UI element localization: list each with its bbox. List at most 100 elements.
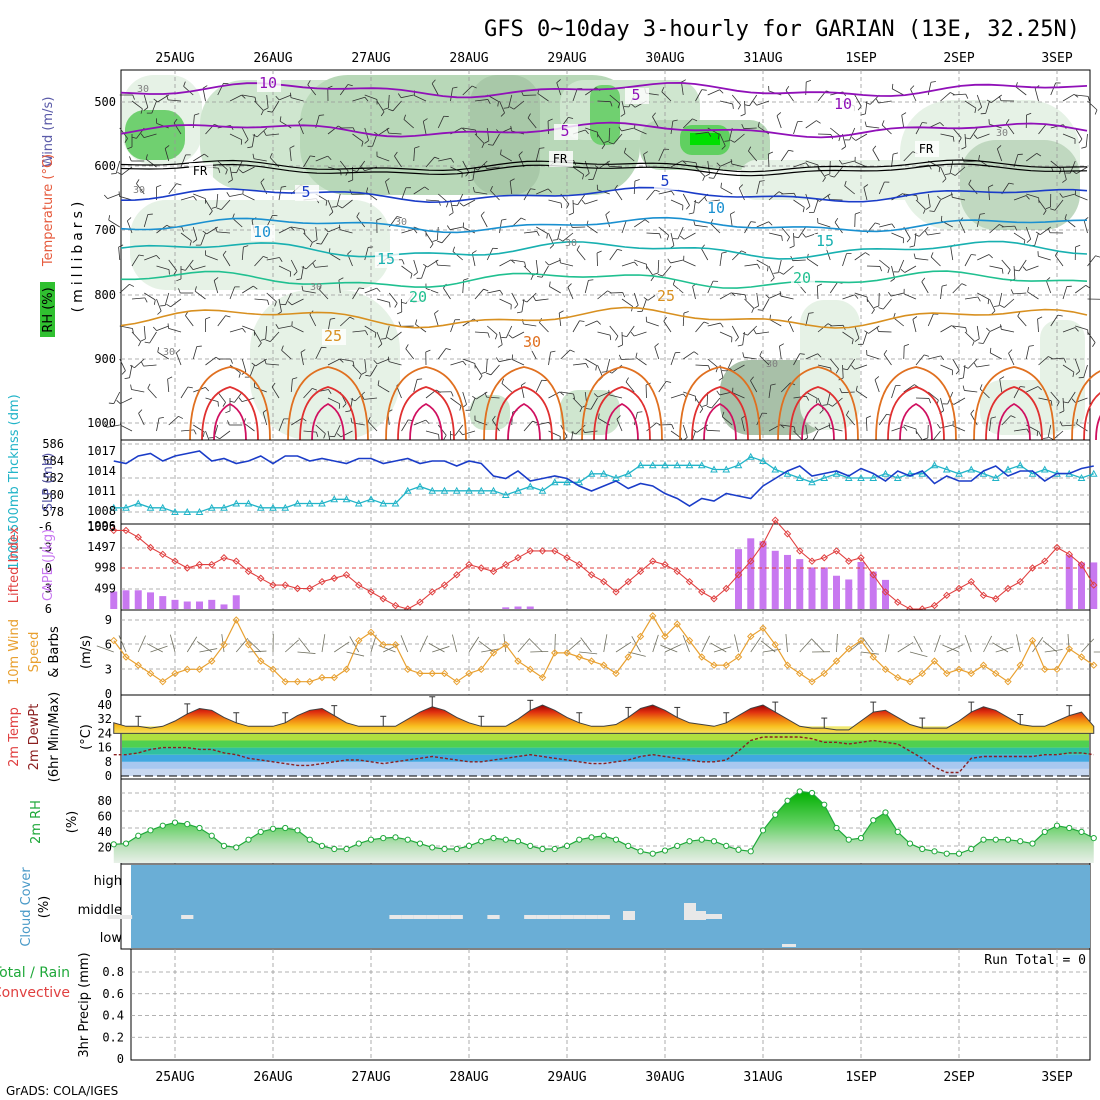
slp-axis-label: SLP (mb) bbox=[41, 453, 56, 512]
wind-barb bbox=[364, 397, 378, 400]
wind-barb-flag bbox=[386, 337, 392, 341]
wind-barb-flag bbox=[124, 138, 128, 143]
lifted-index-markers bbox=[110, 516, 1098, 613]
lifted-index-marker bbox=[208, 560, 216, 569]
wind-barb-flag bbox=[965, 327, 968, 333]
wind-barb-flag bbox=[373, 359, 378, 365]
wind-barb-flag bbox=[438, 434, 440, 440]
wind-barb-flag bbox=[380, 111, 385, 117]
wind-barb bbox=[462, 391, 467, 405]
rh2m-marker bbox=[539, 845, 546, 853]
wind-barb bbox=[193, 153, 205, 162]
wind-barb-flag bbox=[263, 255, 269, 259]
wind-barb-flag bbox=[835, 368, 839, 374]
wind-barb bbox=[229, 166, 233, 180]
wind-barb bbox=[271, 386, 280, 399]
wind-barb-flag bbox=[961, 146, 967, 150]
wind-barb-flag bbox=[923, 208, 926, 214]
wind-barb bbox=[303, 155, 311, 168]
wind-barb-flag bbox=[424, 186, 429, 191]
wind-barb-flag bbox=[971, 254, 977, 256]
wind-barb bbox=[425, 156, 435, 168]
wind-barb-flag bbox=[556, 79, 561, 83]
bottom-date-label: 31AUG bbox=[743, 1070, 782, 1085]
wind-barb bbox=[548, 430, 561, 437]
wind-barb bbox=[300, 265, 304, 279]
wind-barb bbox=[777, 259, 782, 273]
wind-barb-flag bbox=[558, 238, 564, 242]
wind-barb-flag bbox=[157, 347, 160, 353]
wind-barb bbox=[670, 199, 684, 206]
wind10m-barb bbox=[785, 634, 788, 653]
wind10m-barb bbox=[615, 641, 632, 653]
wind-barb bbox=[1026, 386, 1039, 393]
wind-barb-flag bbox=[238, 169, 244, 174]
lifted-index-marker bbox=[1028, 564, 1037, 572]
wind-barb-flag bbox=[1074, 327, 1079, 332]
wind-barb-flag bbox=[481, 371, 487, 374]
wind-barb-flag bbox=[459, 202, 464, 207]
wind-barb bbox=[251, 133, 255, 147]
wind-barb-flag bbox=[244, 139, 249, 144]
wind-barb-flag bbox=[290, 92, 292, 98]
wind-barb-flag bbox=[415, 319, 418, 325]
isotherm-label: 10 bbox=[253, 223, 271, 241]
wind-barb bbox=[792, 259, 806, 262]
wind-barb-flag bbox=[173, 118, 178, 124]
isotherm-line bbox=[120, 121, 1088, 139]
wind-barb bbox=[143, 133, 157, 138]
wind-barb bbox=[743, 127, 757, 130]
wind-barb bbox=[305, 259, 317, 270]
wind-barb bbox=[315, 226, 318, 240]
wind10m-barb bbox=[468, 636, 480, 653]
wind-barb-flag bbox=[844, 180, 847, 186]
temp2m-tick-label: 24 bbox=[98, 726, 112, 740]
wind-barb bbox=[759, 355, 770, 366]
wind10m-marker bbox=[195, 665, 204, 674]
wind-barb bbox=[854, 364, 868, 370]
thickness-marker bbox=[1089, 469, 1098, 477]
rh2m-marker bbox=[906, 840, 914, 847]
wind10m-barb bbox=[713, 646, 732, 653]
wind-barb-flag bbox=[875, 222, 881, 225]
bottom-date-label: 2SEP bbox=[943, 1070, 974, 1085]
wind-barb-flag bbox=[838, 159, 843, 165]
wind-barb bbox=[940, 325, 952, 333]
wind-barb-flag bbox=[144, 297, 148, 303]
upper-air-rh-shading bbox=[122, 75, 1085, 440]
wind-barb bbox=[527, 117, 537, 129]
wind10m-frame bbox=[120, 609, 1091, 696]
wind-barb-flag bbox=[921, 277, 926, 282]
wind-barb-flag bbox=[652, 112, 656, 117]
wind-barb bbox=[720, 160, 733, 167]
wind-barb bbox=[205, 199, 213, 212]
wind-barb bbox=[998, 292, 1003, 306]
wind-barb-flag bbox=[1055, 251, 1059, 256]
warm-contour bbox=[691, 386, 749, 441]
wind-barb-flag bbox=[708, 177, 714, 179]
wind-barb-flag bbox=[301, 266, 307, 270]
wind-barb-flag bbox=[452, 86, 458, 89]
wind-barb-flag bbox=[1081, 146, 1087, 149]
wind-barb bbox=[883, 298, 892, 310]
wind-barb-flag bbox=[778, 271, 784, 275]
wind-barb-flag bbox=[352, 169, 358, 172]
wind-barb bbox=[535, 380, 543, 393]
wind-barb bbox=[278, 187, 282, 201]
rh2m-marker bbox=[147, 827, 154, 834]
wind-barb-flag bbox=[672, 119, 678, 122]
lifted-index-marker bbox=[428, 588, 436, 596]
wind-barb bbox=[217, 391, 226, 403]
wind10m-barb bbox=[566, 639, 581, 653]
wind-barb bbox=[307, 84, 317, 96]
wind-barb-flag bbox=[527, 113, 531, 119]
wind10m-barb bbox=[580, 637, 592, 653]
wind-barb-flag bbox=[434, 156, 440, 160]
wind-barb-flag bbox=[1087, 96, 1090, 102]
thickness-marker bbox=[452, 486, 461, 494]
wind-barb bbox=[597, 364, 603, 378]
wind-barb bbox=[352, 96, 366, 102]
wind-barb-flag bbox=[230, 358, 233, 364]
